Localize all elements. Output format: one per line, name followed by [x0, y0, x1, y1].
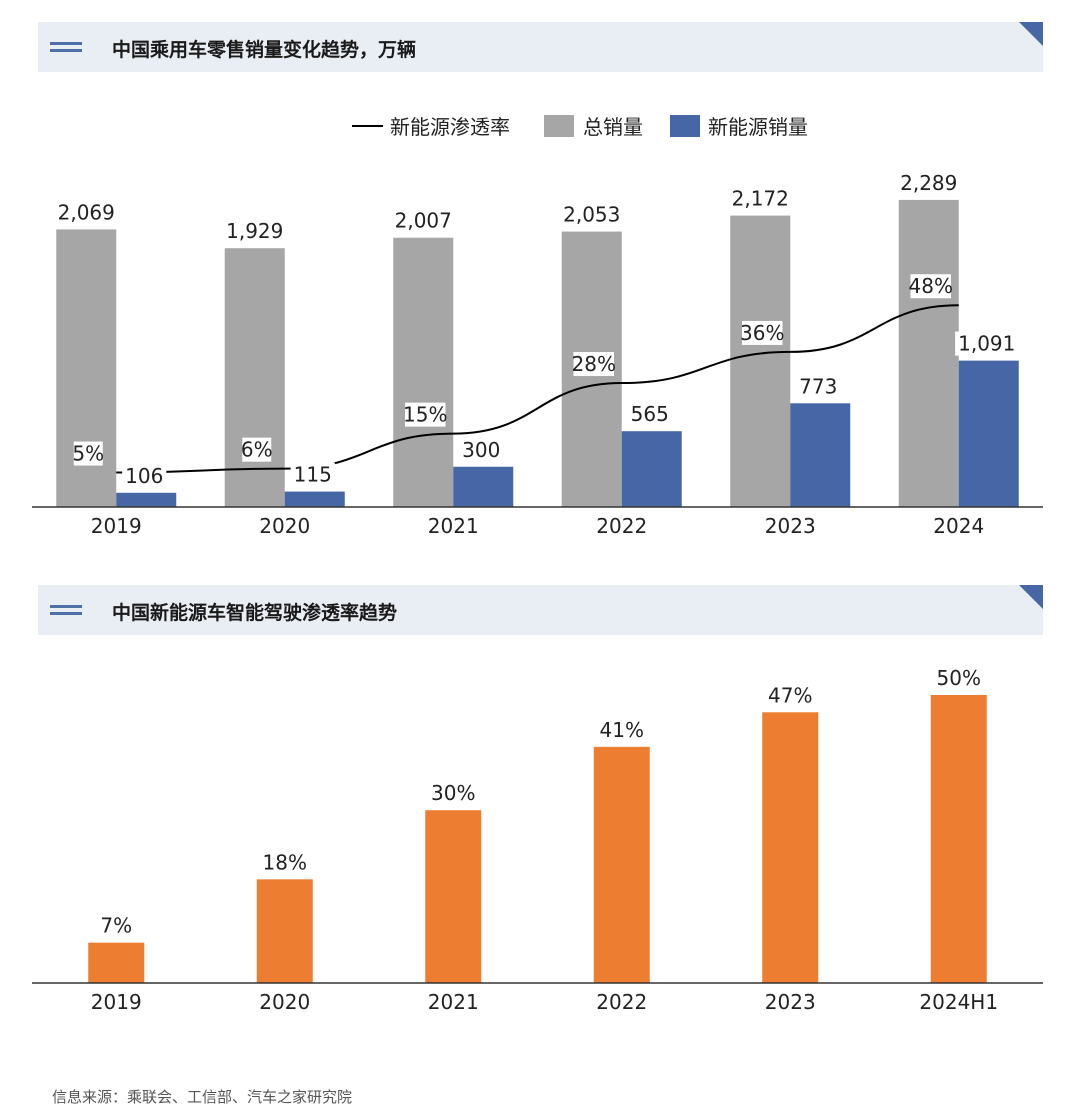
x-tick-2023: 2023 — [765, 514, 816, 538]
legend-nev-label: 新能源销量 — [708, 115, 808, 139]
label-adas-2021: 30% — [431, 781, 475, 805]
bar-nev-2020 — [284, 491, 345, 507]
label-nev-2020: 115 — [294, 463, 332, 487]
label-total-2022: 2,053 — [563, 203, 620, 227]
x-tick-2022: 2022 — [596, 514, 647, 538]
x-tick-2022: 2022 — [596, 990, 647, 1014]
nev-label-bg — [627, 402, 672, 427]
bar-adas-2023 — [762, 712, 819, 983]
bar-nev-2022 — [621, 431, 682, 507]
x-tick-2020: 2020 — [259, 990, 310, 1014]
bar-nev-2023 — [790, 403, 851, 507]
bar-adas-2020 — [256, 879, 313, 983]
corner-triangle-icon — [1019, 585, 1043, 609]
chart1-title: 中国乘用车零售销量变化趋势，万辆 — [112, 39, 417, 61]
bar-total-2024 — [898, 199, 959, 507]
bar-adas-2019 — [88, 942, 145, 983]
label-rate-2023: 36% — [740, 321, 784, 345]
nev-label-bg — [459, 437, 504, 462]
bar-total-2023 — [730, 215, 791, 507]
label-adas-2024H1: 50% — [937, 666, 981, 690]
bar-adas-2021 — [425, 810, 482, 983]
rate-label-bg-2019 — [73, 441, 103, 466]
label-rate-2020: 6% — [241, 438, 273, 462]
nev-label-bg — [796, 374, 841, 399]
label-nev-2024: 1,091 — [958, 332, 1015, 356]
legend-nev-swatch — [670, 115, 700, 137]
rate-label-bg-2023 — [742, 320, 783, 345]
x-tick-2023: 2023 — [765, 990, 816, 1014]
label-rate-2021: 15% — [403, 403, 447, 427]
label-adas-2022: 41% — [600, 718, 644, 742]
label-total-2023: 2,172 — [732, 187, 789, 211]
label-adas-2019: 7% — [100, 914, 132, 938]
menu-lines-icon — [50, 42, 82, 56]
nev-label-bg — [955, 331, 1019, 356]
menu-lines-icon — [50, 605, 82, 619]
nev-label-bg — [122, 463, 167, 488]
x-tick-2019: 2019 — [91, 990, 142, 1014]
rate-label-bg-2021 — [405, 402, 446, 427]
label-total-2020: 1,929 — [226, 219, 283, 243]
label-rate-2019: 5% — [72, 442, 104, 466]
chart1-legend: 新能源渗透率 总销量 新能源销量 — [352, 115, 808, 139]
sales-chart: 新能源渗透率 总销量 新能源销量 2,069 1,929 2,007 2,053 2,1… — [32, 115, 1043, 538]
legend-total-label: 总销量 — [583, 115, 643, 139]
label-nev-2022: 565 — [631, 402, 669, 426]
legend-total-swatch — [544, 115, 574, 137]
bar-nev-2021 — [453, 466, 514, 507]
rate-label-bg-2024 — [910, 274, 951, 299]
bar-nev-2024 — [958, 360, 1019, 507]
source-note: 信息来源：乘联会、工信部、汽车之家研究院 — [52, 1088, 353, 1106]
adas-chart: 7% 18% 30% 41% 47% 50% 2019 2020 2021 2022 2023 20… — [32, 666, 1043, 1014]
label-nev-2021: 300 — [462, 438, 500, 462]
penetration-line — [116, 304, 959, 474]
legend-line-label: 新能源渗透率 — [390, 115, 510, 139]
label-total-2024: 2,289 — [900, 171, 957, 195]
chart2-header: 中国新能源车智能驾驶渗透率趋势 — [38, 585, 1043, 635]
corner-triangle-icon — [1019, 22, 1043, 46]
x-tick-2021: 2021 — [428, 990, 479, 1014]
label-nev-2019: 106 — [125, 464, 163, 488]
label-adas-2020: 18% — [263, 850, 307, 874]
x-tick-2020: 2020 — [259, 514, 310, 538]
rate-label-bg-2020 — [242, 437, 272, 462]
label-adas-2023: 47% — [768, 683, 812, 707]
bar-adas-2022 — [593, 746, 650, 983]
label-total-2019: 2,069 — [58, 200, 115, 224]
bar-total-2021 — [393, 237, 454, 508]
chart1-header: 中国乘用车零售销量变化趋势，万辆 — [38, 22, 1043, 72]
x-tick-2019: 2019 — [91, 514, 142, 538]
label-rate-2024: 48% — [909, 274, 953, 298]
bar-adas-2024H1 — [930, 695, 987, 983]
label-rate-2022: 28% — [572, 352, 616, 376]
x-tick-2021: 2021 — [428, 514, 479, 538]
bar-total-2020 — [224, 248, 285, 507]
label-total-2021: 2,007 — [395, 209, 452, 233]
chart2-title: 中国新能源车智能驾驶渗透率趋势 — [112, 602, 398, 624]
x-tick-2024: 2024 — [933, 514, 984, 538]
label-nev-2023: 773 — [799, 374, 837, 398]
nev-label-bg — [290, 462, 335, 487]
bar-nev-2019 — [116, 492, 177, 507]
x-tick-2024H1: 2024H1 — [919, 990, 998, 1014]
rate-label-bg-2022 — [573, 352, 614, 377]
